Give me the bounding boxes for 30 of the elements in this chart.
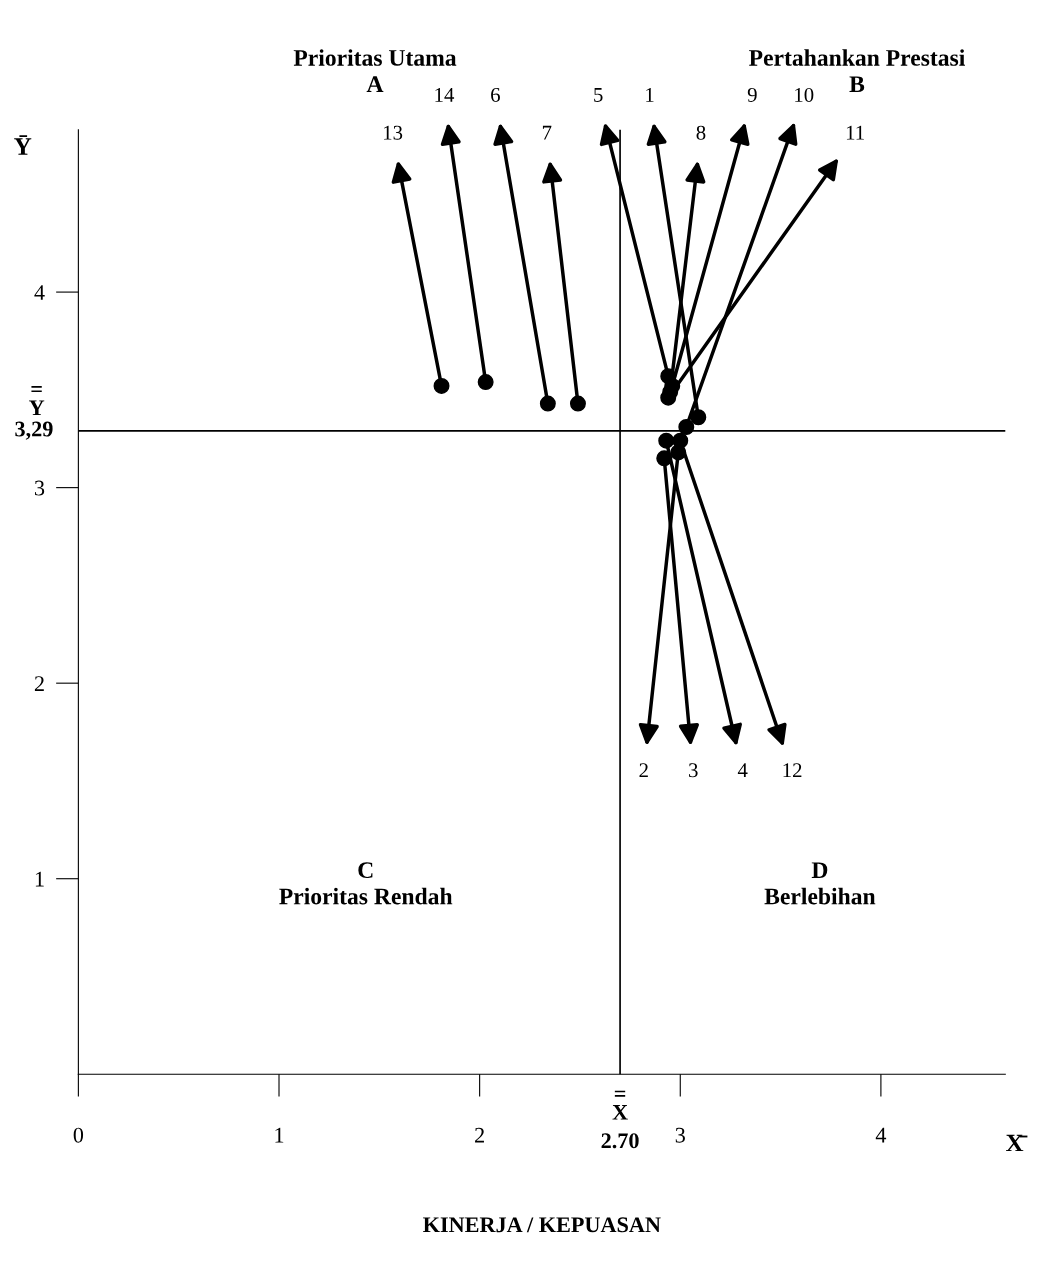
y-axis-title: Ȳ [14, 135, 32, 155]
annotation: 12 [783, 763, 802, 778]
x-tick-label: 3 [675, 1127, 685, 1143]
x-tick-label: 4 [875, 1127, 887, 1143]
x-tick-label: 1 [275, 1127, 284, 1143]
ref-line-label: 3,29 [15, 421, 53, 440]
text: = Y [29, 386, 45, 416]
annotation: 3 [689, 763, 698, 778]
annotation: D Berlebihan [764, 862, 876, 905]
y-tick-label: 4 [34, 285, 45, 300]
annotation: 10 [795, 87, 814, 102]
text: X̄ [1006, 1134, 1028, 1152]
text: = X [612, 1090, 628, 1120]
x-tick-label: 0 [73, 1127, 84, 1143]
annotation: 8 [696, 125, 706, 140]
annotation: 7 [542, 125, 552, 140]
annotation: 1 [646, 87, 654, 102]
annotation: C Prioritas Rendah [279, 862, 453, 905]
x-axis-title: KINERJA / KEPUASAN [423, 1217, 661, 1233]
ref-line-label: 2.70 [601, 1133, 639, 1149]
annotation: 6 [491, 87, 500, 102]
y-tick-label: 3 [34, 480, 45, 496]
annotation: 5 [594, 88, 603, 102]
x-tick-label: 2 [475, 1127, 484, 1143]
annotation: 2 [639, 763, 648, 778]
y-tick-label: 2 [34, 676, 44, 691]
y-tick-label: 1 [35, 871, 44, 887]
annotation: 4 [737, 763, 748, 778]
annotation: 13 [384, 125, 403, 140]
annotation: 11 [846, 125, 864, 140]
